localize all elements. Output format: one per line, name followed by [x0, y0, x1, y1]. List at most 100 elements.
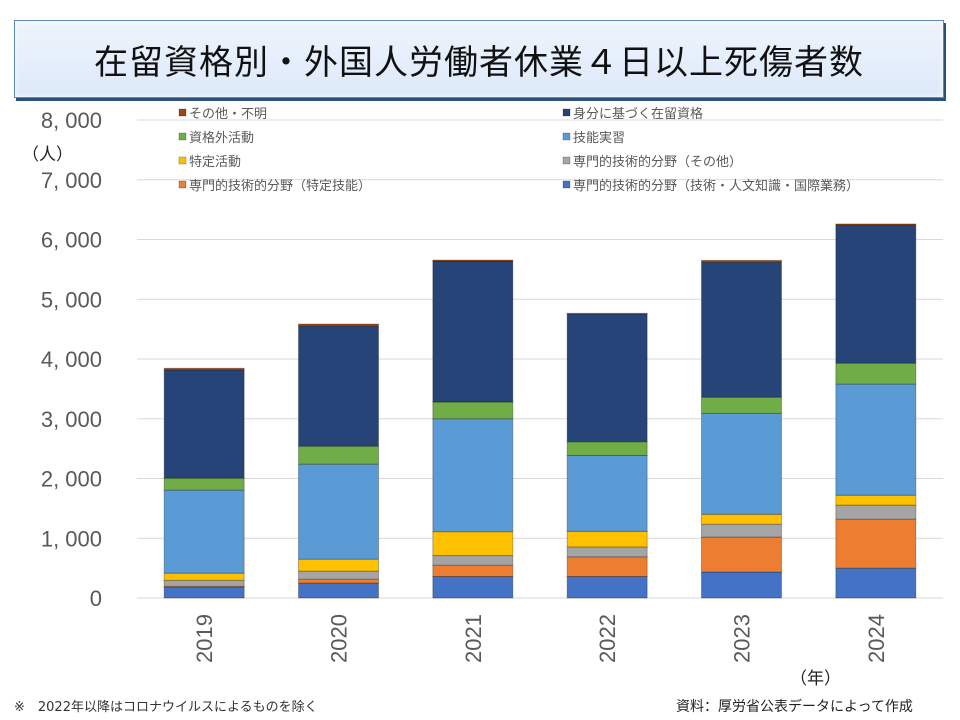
bar-segment [835, 504, 917, 520]
bar-segment [566, 556, 648, 577]
bar-stack-2023 [701, 259, 782, 599]
bar-segment [163, 489, 245, 574]
bar-segment [566, 313, 648, 443]
bar-segment [298, 578, 379, 584]
bar-segment [835, 494, 917, 506]
bar-stack-2020 [298, 323, 379, 599]
legend-label: 専門的技術的分野（技術・人文知識・国際業務） [573, 178, 859, 194]
bar-segment [701, 571, 782, 599]
legend-swatch [178, 156, 187, 165]
bar-segment [566, 530, 648, 548]
bar-segment [432, 259, 514, 262]
bar-segment [298, 558, 379, 572]
title-box: 在留資格別・外国人労働者休業４日以上死傷者数 [14, 20, 944, 98]
bar-segment [298, 570, 379, 580]
bar-segment [835, 383, 917, 496]
bar-segment [701, 261, 782, 398]
y-tick-label: 3, 000 [41, 407, 102, 432]
bar-segment [432, 401, 514, 420]
bar-segment [432, 418, 514, 533]
legend-label: 専門的技術的分野（その他） [573, 154, 742, 170]
legend-item: 特定活動 [178, 155, 241, 170]
bar-segment [835, 224, 917, 364]
bar-segment [835, 518, 917, 569]
legend-swatch [178, 108, 187, 117]
y-tick-label: 2, 000 [41, 467, 102, 492]
chart-title: 在留資格別・外国人労働者休業４日以上死傷者数 [94, 42, 864, 83]
bar-segment [701, 396, 782, 414]
bar-segment [163, 477, 245, 491]
x-tick-label: 2022 [595, 614, 620, 663]
legend-label: 資格外活動 [189, 130, 254, 146]
x-tick-label: 2020 [327, 614, 352, 663]
legend-swatch [562, 180, 571, 189]
legend-item: 資格外活動 [178, 130, 254, 146]
legend-item: 専門的技術的分野（技術・人文知識・国際業務） [562, 178, 859, 194]
legend-swatch [562, 156, 571, 165]
bar-stack-2022 [566, 312, 648, 599]
x-tick-label: 2023 [730, 614, 755, 663]
bar-segment [566, 441, 648, 456]
y-axis-unit: （人） [22, 145, 73, 165]
bar-segment [298, 463, 379, 560]
x-axis-ticks: 2019 2020 2021 2022 2023 2024 [192, 614, 889, 663]
bar-segment [432, 555, 514, 566]
x-axis-unit: （年） [790, 669, 841, 689]
legend-label: その他・不明 [189, 107, 267, 122]
bar-segment [298, 325, 379, 447]
bar-segment [163, 579, 245, 587]
legend-swatch [562, 132, 571, 141]
y-tick-label: 1, 000 [41, 526, 102, 551]
bar-segment [163, 572, 245, 581]
bar-segment [566, 454, 648, 532]
y-tick-label: 0 [90, 586, 102, 611]
bar-segment [432, 564, 514, 577]
bar-stack-2024 [835, 223, 917, 599]
y-tick-label: 4, 000 [41, 347, 102, 372]
legend-label: 特定活動 [189, 155, 241, 170]
bar-segment [432, 260, 514, 403]
bar-segment [163, 367, 245, 371]
bar-segment [835, 362, 917, 385]
legend-label: 身分に基づく在留資格 [573, 106, 703, 122]
legend-item: 専門的技術的分野（特定技能） [178, 178, 371, 194]
y-tick-label: 7, 000 [41, 168, 102, 193]
y-axis-ticks: 0 1, 000 2, 000 3, 000 4, 000 5, 000 6, 000 7, … [41, 108, 102, 611]
bar-segment [566, 312, 648, 315]
bar-segment [701, 259, 782, 263]
bar-segment [701, 536, 782, 573]
bar-segment [163, 369, 245, 479]
bar-segment [298, 582, 379, 599]
y-tick-label: 5, 000 [41, 287, 102, 312]
legend-label: 技能実習 [573, 130, 625, 146]
bar-segment [163, 586, 245, 599]
y-tick-label: 6, 000 [41, 228, 102, 253]
legend-swatch [178, 180, 187, 189]
legend-item: 技能実習 [562, 130, 625, 146]
bar-stack-2019 [163, 367, 245, 599]
x-tick-label: 2021 [461, 614, 486, 663]
bar-segment [566, 575, 648, 599]
legend-label: 専門的技術的分野（特定技能） [189, 178, 371, 194]
footnote: ※ 2022年以降はコロナウイルスによるものを除く [14, 700, 318, 715]
legend-swatch [562, 108, 571, 117]
source-note: 資料：厚労省公表データによって作成 [676, 699, 913, 715]
bar-segment [298, 445, 379, 465]
legend-swatch [178, 132, 187, 141]
legend-item: 身分に基づく在留資格 [562, 106, 703, 122]
x-tick-label: 2019 [192, 614, 217, 663]
bar-segment [566, 546, 648, 558]
bar-segment [432, 575, 514, 599]
bar-segment [298, 323, 379, 327]
bar-segment [701, 523, 782, 538]
gridlines [137, 119, 943, 599]
legend-item: その他・不明 [178, 107, 267, 122]
bar-segment [835, 567, 917, 599]
bar-segment [835, 223, 917, 226]
legend-item: 専門的技術的分野（その他） [562, 154, 742, 170]
x-tick-label: 2024 [864, 614, 889, 663]
bar-stack-2021 [432, 259, 514, 599]
bar-segment [432, 531, 514, 557]
